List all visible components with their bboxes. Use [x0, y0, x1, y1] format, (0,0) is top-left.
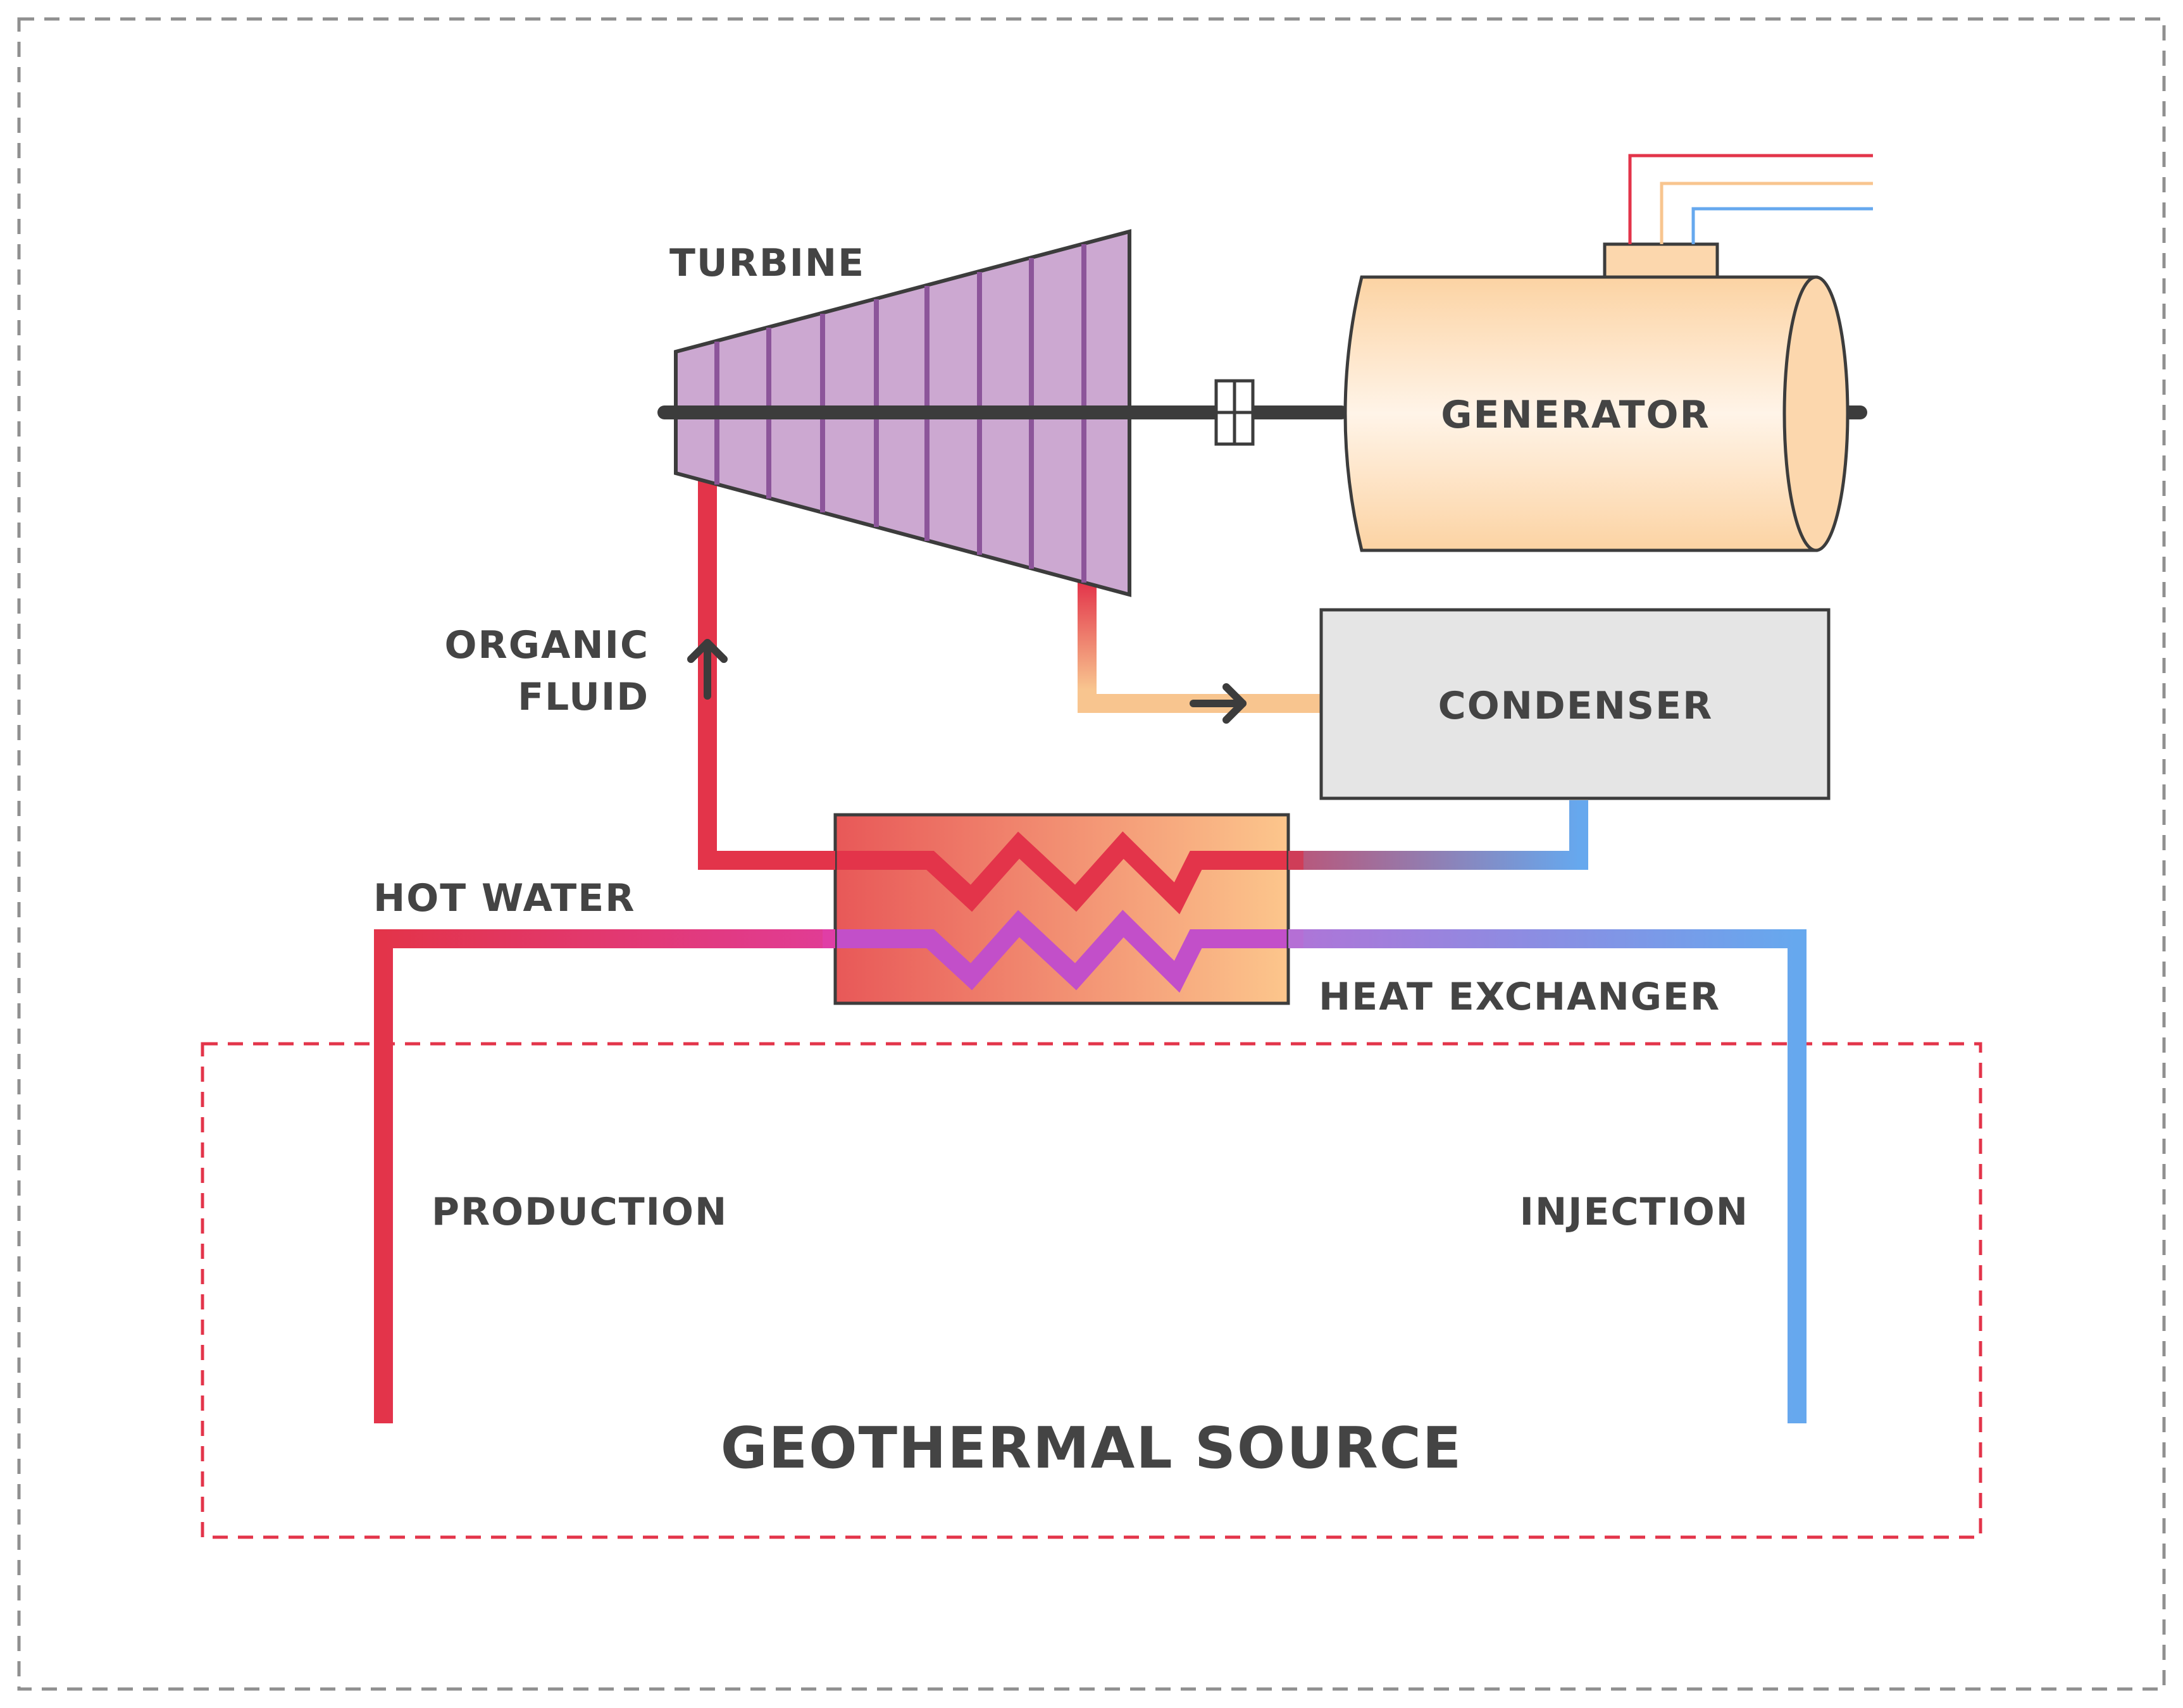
generator-label: GENERATOR — [1441, 393, 1710, 437]
hx-organic-coil — [835, 831, 1288, 915]
exhaust-flow-arrow — [1190, 683, 1247, 724]
hot-water-label: HOT WATER — [373, 876, 635, 920]
geothermal-source-label: GEOTHERMAL SOURCE — [721, 1415, 1463, 1482]
organic-fluid-label-line1: ORGANIC — [445, 623, 649, 667]
wire-red — [1628, 154, 1873, 244]
turbine-exhaust-pipe — [1078, 582, 1322, 713]
hx-hot-coil — [835, 910, 1288, 993]
production-pipe — [374, 929, 930, 1423]
condenser-return-pipe — [1196, 800, 1588, 870]
shaft-coupling — [1214, 379, 1255, 446]
turbine-label: TURBINE — [669, 241, 865, 285]
wire-orange — [1660, 182, 1873, 244]
injection-pipe — [1196, 929, 1807, 1423]
organic-fluid-label-line2: FLUID — [518, 675, 649, 719]
heat-exchanger-outline — [833, 813, 1290, 1005]
heat-exchanger-label: HEAT EXCHANGER — [1319, 975, 1720, 1019]
organic-fluid-arrow — [687, 639, 728, 700]
generator-terminal — [1603, 242, 1719, 279]
geothermal-source-zone — [201, 1042, 1982, 1539]
condenser-label: CONDENSER — [1438, 684, 1713, 728]
condenser — [1319, 608, 1831, 800]
production-label: PRODUCTION — [432, 1190, 728, 1234]
outer-frame — [17, 17, 2166, 1691]
injection-label: INJECTION — [1520, 1190, 1749, 1234]
wire-blue — [1691, 207, 1873, 244]
generator — [1343, 242, 1850, 552]
organic-fluid-pipe — [698, 481, 930, 870]
